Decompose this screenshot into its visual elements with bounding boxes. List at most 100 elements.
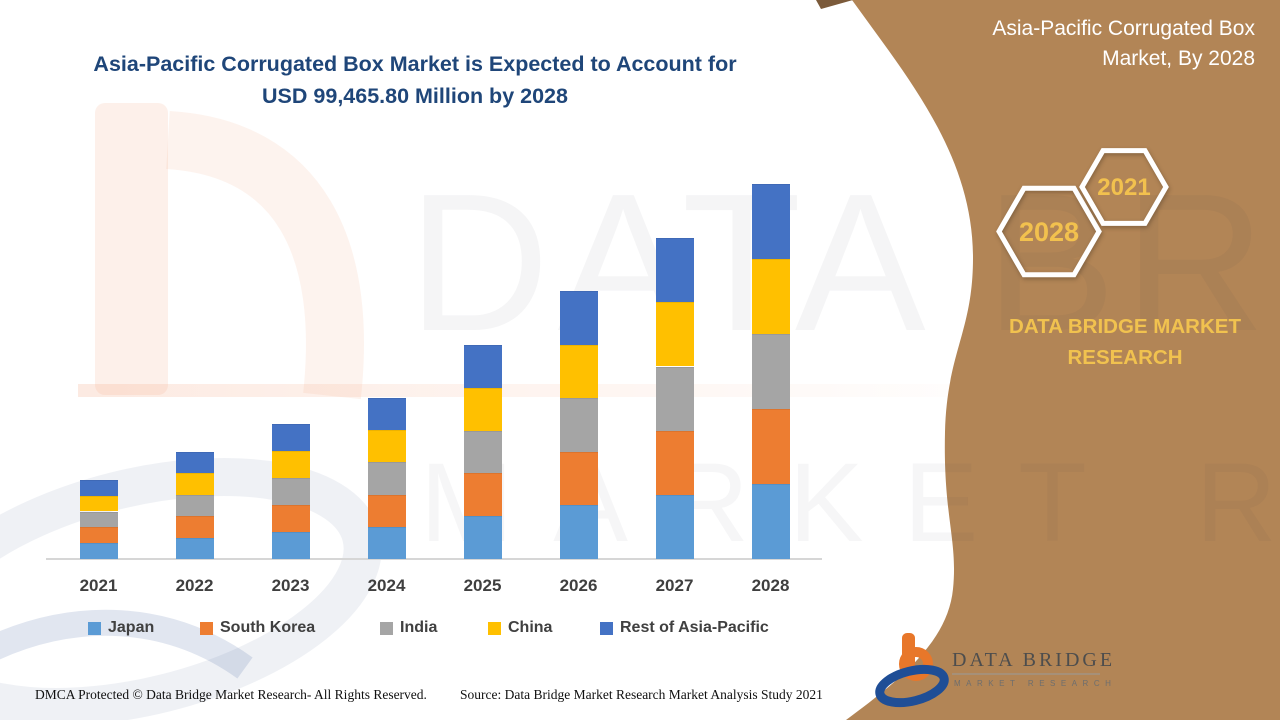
bar-segment-2021-japan [79, 543, 118, 559]
bar-segment-2025-rest-of-asia-pacific [463, 345, 502, 388]
bar-segment-2028-india [751, 334, 790, 409]
footer-dmca-text: DMCA Protected © Data Bridge Market Rese… [35, 687, 427, 702]
bar-segment-2024-china [367, 430, 406, 463]
hexagon-2021 [1079, 148, 1169, 226]
bar-segment-2028-rest-of-asia-pacific [751, 184, 790, 259]
bar-segment-2022-china [175, 473, 214, 495]
legend-label: China [508, 619, 553, 636]
bar-segment-2024-india [367, 462, 406, 495]
legend-swatch-icon [200, 621, 213, 635]
bar-segment-2026-china [559, 344, 598, 399]
bar-segment-2022-india [175, 494, 214, 517]
bar-segment-2026-japan [559, 505, 598, 559]
legend-label: South Korea [220, 619, 316, 636]
bar-segment-2023-japan [271, 532, 310, 559]
bar-2023 [271, 424, 310, 559]
bar-segment-2022-south-korea [175, 516, 214, 538]
bar-2021 [79, 479, 118, 559]
bar-segment-2025-south-korea [463, 473, 502, 517]
bar-segment-2027-south-korea [655, 430, 694, 495]
bar-segment-2028-south-korea [751, 409, 790, 484]
x-axis-label-2023: 2023 [271, 576, 310, 595]
bar-segment-2021-rest-of-asia-pacific [79, 479, 118, 496]
bar-segment-2025-china [463, 387, 502, 431]
bar-segment-2023-china [271, 451, 310, 479]
bar-segment-2021-india [79, 511, 118, 528]
bar-segment-2028-japan [751, 484, 790, 559]
hexagon-2021-label: 2021 [1097, 174, 1150, 201]
legend-item-china: China [488, 619, 552, 637]
bar-segment-2021-china [79, 495, 118, 512]
hexagon-2028-label: 2028 [1019, 217, 1079, 247]
bar-segment-2026-rest-of-asia-pacific [559, 291, 598, 345]
bar-segment-2028-china [751, 259, 790, 334]
bar-segment-2023-rest-of-asia-pacific [271, 424, 310, 452]
ghost-b-bowl [165, 111, 364, 400]
ghost-b-stem [95, 103, 168, 395]
x-axis-label-2021: 2021 [79, 576, 118, 595]
legend-swatch-icon [488, 621, 501, 635]
bar-segment-2021-south-korea [79, 527, 118, 544]
bar-segment-2024-south-korea [367, 494, 406, 527]
hexagon-2028 [996, 185, 1102, 278]
brand-line1: DATA BRIDGE MARKET [1009, 315, 1241, 338]
page-title-line1: Asia-Pacific Corrugated Box Market is Ex… [93, 52, 737, 76]
brand-line2: RESEARCH [1067, 346, 1183, 369]
x-axis-label-2022: 2022 [175, 576, 214, 595]
legend-swatch-icon [600, 621, 613, 635]
x-axis-label-2026: 2026 [559, 576, 598, 595]
legend-swatch-icon [88, 621, 101, 635]
logo-d-swoosh-icon [875, 664, 949, 708]
legend-label: India [400, 619, 438, 636]
legend-item-india: India [380, 619, 437, 637]
bar-segment-2023-south-korea [271, 505, 310, 532]
side-panel-title-line1: Asia-Pacific Corrugated Box [992, 17, 1255, 40]
page-title: Asia-Pacific Corrugated Box Market is Ex… [70, 48, 760, 112]
page-title-line2: USD 99,465.80 Million by 2028 [262, 84, 568, 108]
bar-segment-2027-rest-of-asia-pacific [655, 238, 694, 303]
x-axis-label-2028: 2028 [751, 576, 790, 595]
legend-item-south-korea: South Korea [200, 619, 315, 637]
bar-2026 [559, 291, 598, 559]
bar-2025 [463, 345, 502, 559]
hexagon-badges: 2028 2021 [996, 148, 1169, 278]
bar-segment-2025-japan [463, 516, 502, 559]
side-panel-title: Asia-Pacific Corrugated Box Market, By 2… [925, 14, 1255, 74]
legend-item-japan: Japan [88, 619, 154, 637]
ghost-blue-arc [0, 609, 253, 679]
bar-2028 [751, 184, 790, 559]
logo-subname-text: MARKET RESEARCH [954, 679, 1116, 688]
side-panel-shape [846, 0, 1280, 720]
footer-source-text: Source: Data Bridge Market Research Mark… [460, 687, 823, 702]
bar-2022 [175, 451, 214, 559]
bar-segment-2025-india [463, 430, 502, 474]
bar-segment-2027-japan [655, 494, 694, 559]
bar-segment-2027-china [655, 302, 694, 367]
bar-segment-2022-japan [175, 537, 214, 559]
legend-label: Japan [108, 619, 155, 636]
bar-segment-2026-india [559, 398, 598, 452]
bar-2027 [655, 238, 694, 559]
x-axis-label-2027: 2027 [655, 576, 694, 595]
logo-b-bowl-icon [899, 647, 933, 681]
legend-label: Rest of Asia-Pacific [620, 619, 769, 636]
bar-segment-2024-rest-of-asia-pacific [367, 398, 406, 431]
ghost-underline-band [78, 384, 958, 397]
side-panel-dark-sliver [816, 0, 853, 9]
legend-item-rest-of-asia-pacific: Rest of Asia-Pacific [600, 619, 769, 637]
bar-segment-2022-rest-of-asia-pacific [175, 451, 214, 474]
legend-swatch-icon [380, 621, 393, 635]
bar-segment-2024-japan [367, 526, 406, 559]
bar-segment-2027-india [655, 366, 694, 431]
bar-segment-2023-india [271, 478, 310, 505]
x-axis-label-2024: 2024 [367, 576, 406, 595]
bar-2024 [367, 398, 406, 559]
logo-name-text: DATA BRIDGE [952, 649, 1115, 671]
brand-wordmark: DATA BRIDGE MARKET RESEARCH [960, 311, 1280, 373]
side-panel-title-line2: Market, By 2028 [1102, 47, 1255, 70]
bar-segment-2026-south-korea [559, 451, 598, 506]
company-logo: DATA BRIDGE MARKET RESEARCH [875, 633, 1116, 708]
x-axis-label-2025: 2025 [463, 576, 502, 595]
